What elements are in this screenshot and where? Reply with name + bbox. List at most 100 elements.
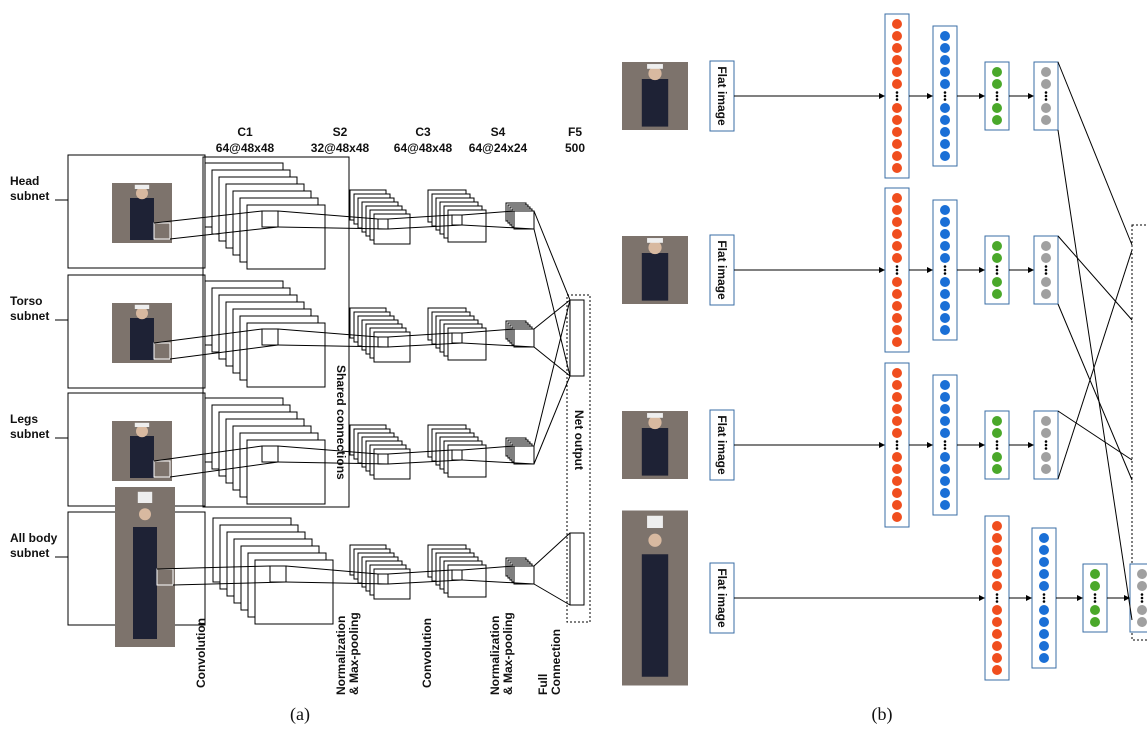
- neuron: [940, 55, 950, 65]
- ellipsis-dot: [996, 98, 999, 101]
- neuron: [940, 127, 950, 137]
- neuron: [940, 392, 950, 402]
- neuron: [992, 464, 1002, 474]
- neuron: [1041, 428, 1051, 438]
- connector: [1058, 62, 1132, 245]
- neuron: [892, 452, 902, 462]
- neuron: [892, 193, 902, 203]
- neuron: [992, 253, 1002, 263]
- neuron: [940, 253, 950, 263]
- layer-size: 64@48x48: [216, 141, 275, 155]
- neuron: [940, 103, 950, 113]
- neuron: [892, 301, 902, 311]
- neuron: [940, 380, 950, 390]
- ellipsis-dot: [1045, 440, 1048, 443]
- ellipsis-dot: [996, 597, 999, 600]
- ellipsis-dot: [1045, 265, 1048, 268]
- ellipsis-dot: [996, 447, 999, 450]
- subnet-label: All body: [10, 531, 58, 545]
- neuron: [1039, 617, 1049, 627]
- subnet-label: Legs: [10, 412, 38, 426]
- neuron: [892, 103, 902, 113]
- neuron: [940, 416, 950, 426]
- ellipsis-dot: [1141, 593, 1144, 596]
- f5-block: [570, 300, 584, 376]
- layer-size: 32@48x48: [311, 141, 370, 155]
- neuron: [892, 464, 902, 474]
- neuron: [992, 452, 1002, 462]
- neuron: [892, 313, 902, 323]
- neuron: [892, 55, 902, 65]
- neuron: [1039, 641, 1049, 651]
- subnet-label: Head: [10, 174, 39, 188]
- neuron: [940, 217, 950, 227]
- neuron: [1041, 253, 1051, 263]
- neuron: [892, 325, 902, 335]
- neuron: [892, 416, 902, 426]
- person-body: [130, 436, 154, 478]
- ellipsis-dot: [1045, 444, 1048, 447]
- ellipsis-dot: [1141, 597, 1144, 600]
- person-head: [648, 534, 661, 547]
- neuron: [940, 139, 950, 149]
- operation-label: Convolution: [420, 618, 434, 688]
- neuron: [940, 500, 950, 510]
- neuron: [892, 476, 902, 486]
- ellipsis-dot: [944, 98, 947, 101]
- ellipsis-dot: [896, 265, 899, 268]
- neuron: [892, 289, 902, 299]
- person-hat: [135, 423, 149, 427]
- ellipsis-dot: [1043, 593, 1046, 596]
- neuron: [940, 277, 950, 287]
- person-body: [130, 198, 154, 240]
- person-head: [648, 241, 661, 254]
- layer-size: 64@24x24: [469, 141, 528, 155]
- ellipsis-dot: [996, 444, 999, 447]
- neuron: [940, 229, 950, 239]
- neuron: [992, 416, 1002, 426]
- neuron: [1137, 581, 1147, 591]
- neuron: [1090, 605, 1100, 615]
- neuron: [940, 313, 950, 323]
- person-hat: [647, 413, 663, 418]
- neuron: [992, 115, 1002, 125]
- ellipsis-dot: [1045, 269, 1048, 272]
- connector: [1058, 130, 1132, 620]
- neuron: [892, 277, 902, 287]
- caption-b: (b): [872, 704, 893, 725]
- ellipsis-dot: [1043, 600, 1046, 603]
- neuron: [940, 151, 950, 161]
- neuron: [892, 127, 902, 137]
- neuron: [940, 452, 950, 462]
- neuron: [892, 337, 902, 347]
- neuron: [1041, 103, 1051, 113]
- neuron: [892, 229, 902, 239]
- neuron: [992, 289, 1002, 299]
- neuron: [992, 241, 1002, 251]
- neuron: [992, 581, 1002, 591]
- flat-label: Flat image: [715, 66, 729, 126]
- neuron: [992, 103, 1002, 113]
- layer-name: C3: [415, 125, 431, 139]
- neuron: [892, 404, 902, 414]
- connector: [534, 584, 570, 605]
- ellipsis-dot: [1141, 600, 1144, 603]
- ellipsis-dot: [1094, 593, 1097, 596]
- neuron: [940, 464, 950, 474]
- feature-map: [514, 566, 534, 584]
- neuron: [940, 31, 950, 41]
- operation-label: Normalization: [488, 616, 502, 695]
- layer-name: S4: [491, 125, 506, 139]
- connector: [1058, 304, 1132, 480]
- neuron: [1039, 533, 1049, 543]
- neuron: [1137, 617, 1147, 627]
- ellipsis-dot: [896, 272, 899, 275]
- neuron: [992, 277, 1002, 287]
- operation-label: & Max-pooling: [501, 612, 515, 695]
- neuron: [892, 241, 902, 251]
- neuron: [992, 428, 1002, 438]
- neuron: [940, 325, 950, 335]
- person-body: [642, 253, 668, 301]
- neuron: [892, 205, 902, 215]
- ellipsis-dot: [944, 265, 947, 268]
